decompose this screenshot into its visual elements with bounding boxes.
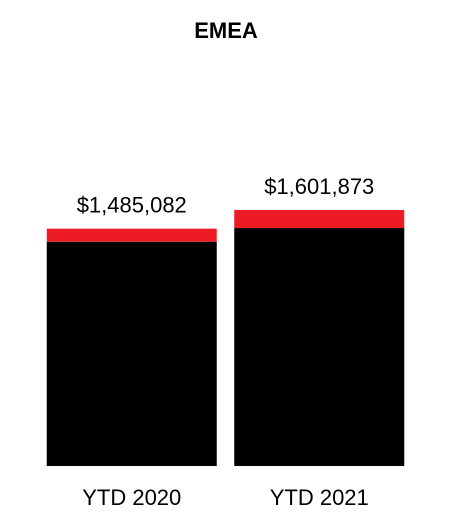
total-label: $1,601,873 (264, 174, 374, 199)
bar-segment (234, 210, 405, 229)
bar-segment (46, 228, 217, 242)
total-label: $1,485,082 (77, 192, 187, 217)
chart-title: EMEA (194, 18, 258, 43)
bar-segment (234, 228, 405, 466)
x-tick-label: YTD 2021 (270, 485, 369, 510)
bar-segment (46, 241, 217, 466)
x-tick-label: YTD 2020 (82, 485, 181, 510)
